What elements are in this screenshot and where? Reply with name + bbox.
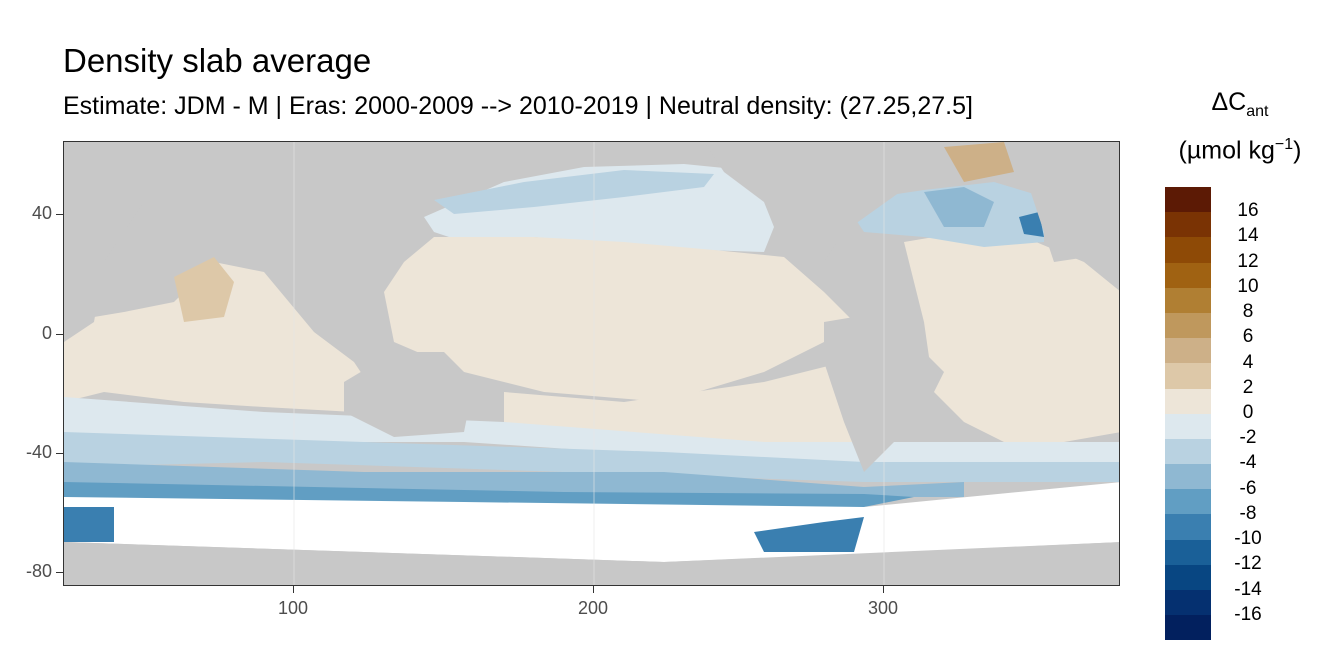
legend-swatch bbox=[1165, 413, 1211, 439]
y-tick-0: 0 bbox=[41, 323, 52, 343]
plot-title: Density slab average bbox=[63, 42, 372, 79]
legend-label: 8 bbox=[1242, 301, 1254, 323]
legend-unit: (µmol kg−1) bbox=[1178, 136, 1302, 165]
north-pacific-warm bbox=[384, 237, 854, 402]
y-tick-minus40: -40 bbox=[25, 442, 52, 462]
map-panel bbox=[63, 141, 1120, 586]
x-tick-100: 100 bbox=[277, 598, 309, 618]
legend-label: -6 bbox=[1239, 477, 1257, 499]
australia bbox=[344, 352, 474, 437]
x-tick-200: 200 bbox=[577, 598, 609, 618]
legend-swatch bbox=[1165, 338, 1211, 364]
legend-swatch bbox=[1165, 187, 1211, 213]
ross-dark bbox=[64, 507, 114, 542]
legend-title: ΔCant bbox=[1211, 88, 1269, 120]
legend-swatch bbox=[1165, 539, 1211, 565]
legend-label: -16 bbox=[1234, 603, 1262, 625]
north-atlantic-deep bbox=[924, 187, 994, 227]
asia bbox=[154, 142, 424, 292]
legend-swatch bbox=[1165, 590, 1211, 616]
indian-ocean bbox=[64, 262, 374, 412]
legend-label: -4 bbox=[1239, 452, 1257, 474]
legend-swatch bbox=[1165, 514, 1211, 540]
legend-label: 6 bbox=[1242, 326, 1254, 348]
legend-swatch bbox=[1165, 615, 1211, 641]
legend-label: -10 bbox=[1234, 528, 1262, 550]
legend-swatch bbox=[1165, 388, 1211, 414]
ocean-map bbox=[64, 142, 1119, 585]
legend-label: -2 bbox=[1239, 427, 1257, 449]
legend-swatch bbox=[1165, 262, 1211, 288]
legend-label: 4 bbox=[1242, 351, 1254, 373]
legend-label: 12 bbox=[1237, 250, 1259, 272]
legend-swatch bbox=[1165, 564, 1211, 590]
plot-subtitle: Estimate: JDM - M | Eras: 2000-2009 --> … bbox=[63, 92, 973, 120]
legend-swatch bbox=[1165, 363, 1211, 389]
legend-label: -14 bbox=[1234, 578, 1262, 600]
legend-swatch bbox=[1165, 438, 1211, 465]
europe bbox=[1014, 142, 1119, 262]
arabian-sea-warm bbox=[174, 257, 234, 322]
iberia-dark bbox=[1019, 212, 1044, 237]
legend-swatch bbox=[1165, 212, 1211, 238]
legend-label: 0 bbox=[1242, 402, 1254, 423]
north-pacific-blue-band bbox=[434, 170, 714, 214]
legend-swatch bbox=[1165, 312, 1211, 339]
southern-band-2 bbox=[64, 432, 1119, 482]
legend-swatch bbox=[1165, 287, 1211, 313]
legend-label: 2 bbox=[1242, 376, 1254, 398]
y-tick-40: 40 bbox=[31, 203, 52, 223]
x-tick-300: 300 bbox=[867, 598, 899, 618]
weddell-dark bbox=[754, 517, 864, 552]
legend-label: -12 bbox=[1234, 553, 1262, 575]
antarctic-land bbox=[64, 542, 1119, 585]
y-tick-minus80: -80 bbox=[25, 561, 52, 581]
africa bbox=[64, 142, 154, 342]
atlantic-warm bbox=[904, 232, 1119, 442]
labrador-warm bbox=[944, 142, 1014, 182]
legend-swatch bbox=[1165, 237, 1211, 263]
legend-colorbar bbox=[1165, 187, 1211, 641]
legend-label: 14 bbox=[1237, 225, 1259, 247]
legend-label: 10 bbox=[1237, 275, 1259, 297]
legend-swatch bbox=[1165, 489, 1211, 515]
north-america bbox=[704, 142, 924, 262]
legend-swatch bbox=[1165, 464, 1211, 490]
legend-label: 16 bbox=[1237, 200, 1259, 222]
legend-label: -8 bbox=[1239, 502, 1257, 524]
